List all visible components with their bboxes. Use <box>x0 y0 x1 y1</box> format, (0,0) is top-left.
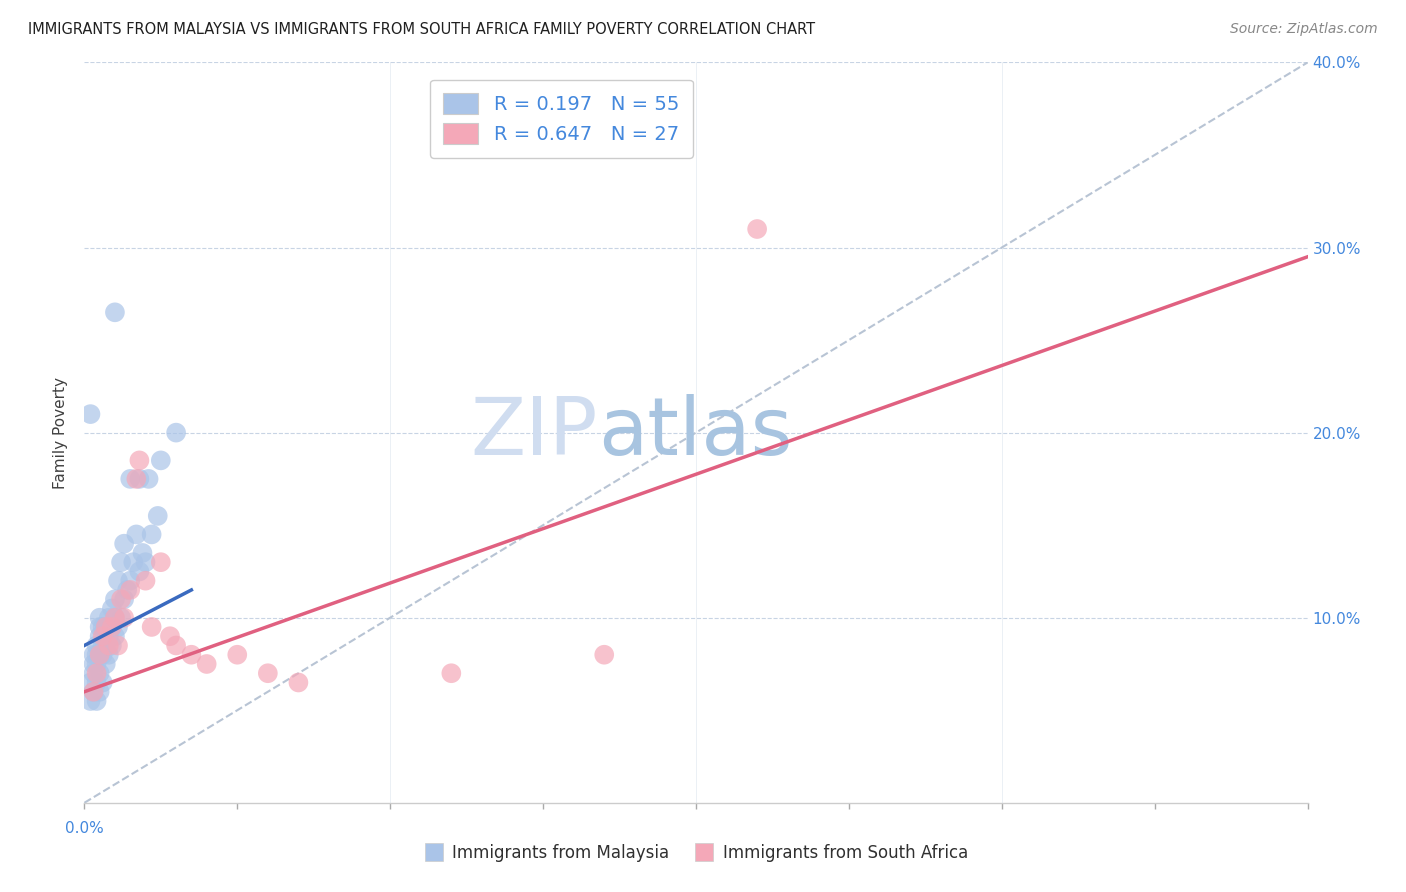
Point <box>94 639 117 653</box>
Point <box>159 629 181 643</box>
Point <box>120 574 142 588</box>
Point <box>86 639 108 653</box>
Point <box>110 555 132 569</box>
Point <box>97 639 120 653</box>
Point <box>89 629 111 643</box>
Point <box>94 620 117 634</box>
Point <box>101 620 124 634</box>
Point <box>257 666 280 681</box>
Point <box>120 472 142 486</box>
Point <box>131 546 153 560</box>
Point <box>141 527 163 541</box>
Point <box>226 648 249 662</box>
Point <box>125 527 148 541</box>
Point <box>110 592 132 607</box>
Point <box>86 694 108 708</box>
Text: atlas: atlas <box>598 393 793 472</box>
Point <box>91 648 114 662</box>
Point <box>125 472 148 486</box>
Point <box>107 620 129 634</box>
Point <box>86 675 108 690</box>
Point <box>91 629 114 643</box>
Point <box>83 666 105 681</box>
Point <box>86 648 108 662</box>
Point <box>149 555 172 569</box>
Point <box>287 675 309 690</box>
Point <box>94 657 117 671</box>
Point <box>83 685 105 699</box>
Point <box>149 453 172 467</box>
Y-axis label: Family Poverty: Family Poverty <box>53 376 69 489</box>
Point <box>91 639 114 653</box>
Point <box>165 425 187 440</box>
Point <box>128 472 150 486</box>
Point <box>593 648 616 662</box>
Point <box>97 629 120 643</box>
Point <box>91 675 114 690</box>
Text: ZIP: ZIP <box>471 393 598 472</box>
Point <box>104 610 127 624</box>
Point <box>747 222 769 236</box>
Point <box>128 453 150 467</box>
Point <box>120 582 142 597</box>
Point <box>83 648 105 662</box>
Point <box>91 620 114 634</box>
Point <box>89 666 111 681</box>
Point <box>79 694 101 708</box>
Point <box>110 610 132 624</box>
Point <box>195 657 218 671</box>
Point <box>79 675 101 690</box>
Point <box>141 620 163 634</box>
Text: Source: ZipAtlas.com: Source: ZipAtlas.com <box>1230 22 1378 37</box>
Point <box>104 610 127 624</box>
Point <box>89 648 111 662</box>
Point <box>135 574 157 588</box>
Text: 0.0%: 0.0% <box>65 822 104 837</box>
Point <box>122 555 145 569</box>
Point <box>97 648 120 662</box>
Point <box>440 666 463 681</box>
Point <box>104 629 127 643</box>
Point <box>83 685 105 699</box>
Legend: Immigrants from Malaysia, Immigrants from South Africa: Immigrants from Malaysia, Immigrants fro… <box>418 838 974 869</box>
Point <box>86 666 108 681</box>
Point <box>104 592 127 607</box>
Point <box>180 648 202 662</box>
Point <box>89 648 111 662</box>
Point <box>112 610 135 624</box>
Point <box>83 657 105 671</box>
Point <box>94 620 117 634</box>
Point <box>101 620 124 634</box>
Point <box>107 639 129 653</box>
Point <box>135 555 157 569</box>
Point <box>101 601 124 615</box>
Point <box>165 639 187 653</box>
Point <box>112 536 135 550</box>
Point <box>128 565 150 579</box>
Point <box>107 574 129 588</box>
Point <box>138 472 160 486</box>
Point <box>86 657 108 671</box>
Point <box>89 685 111 699</box>
Point <box>104 305 127 319</box>
Point <box>89 620 111 634</box>
Text: IMMIGRANTS FROM MALAYSIA VS IMMIGRANTS FROM SOUTH AFRICA FAMILY POVERTY CORRELAT: IMMIGRANTS FROM MALAYSIA VS IMMIGRANTS F… <box>28 22 815 37</box>
Point <box>146 508 169 523</box>
Point <box>97 610 120 624</box>
Point <box>101 639 124 653</box>
Point <box>112 592 135 607</box>
Point <box>115 582 138 597</box>
Point <box>79 407 101 421</box>
Point <box>89 610 111 624</box>
